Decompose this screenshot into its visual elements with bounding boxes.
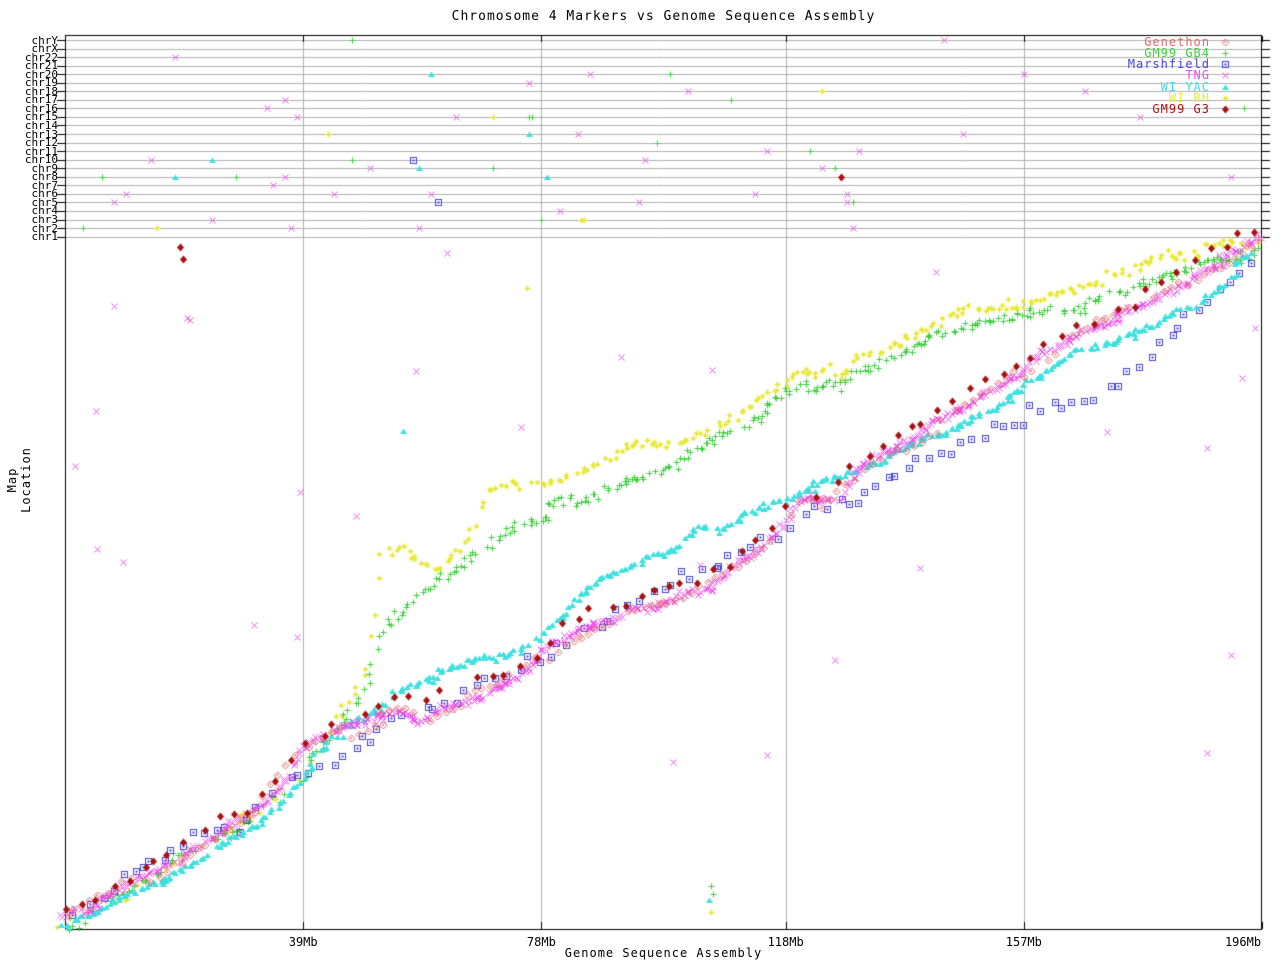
chrom-label: chrY bbox=[31, 33, 59, 47]
x-marker-icon bbox=[1218, 69, 1232, 82]
square-dot-marker-icon bbox=[1218, 58, 1232, 71]
legend-label: GM99 G3 bbox=[1152, 102, 1210, 117]
legend-label: WI YAC bbox=[1160, 79, 1210, 94]
chrom-label: chr22 bbox=[24, 50, 58, 64]
chrom-label: chr19 bbox=[24, 76, 58, 90]
legend-item-gm99-g3: GM99 G3 bbox=[1050, 102, 1232, 117]
x-tick-label: 39Mb bbox=[288, 935, 318, 949]
x-axis-label: Genome Sequence Assembly bbox=[564, 946, 763, 960]
chrom-label: chr20 bbox=[24, 67, 58, 81]
x-tick-label: 157Mb bbox=[1005, 935, 1042, 949]
legend-label: TNG bbox=[1185, 68, 1210, 83]
chrom-label: chr17 bbox=[24, 93, 58, 107]
plus-marker-icon bbox=[1218, 46, 1232, 59]
chrom-label: chr8 bbox=[31, 170, 59, 184]
chrom-label: chr18 bbox=[24, 84, 58, 98]
diamond-marker-icon bbox=[1218, 103, 1232, 116]
chrom-label: chr4 bbox=[31, 204, 59, 218]
chrom-label: chr3 bbox=[31, 213, 59, 226]
chrom-label: chr13 bbox=[24, 127, 58, 141]
y-axis-label: Map Location bbox=[5, 447, 33, 513]
x-tick-label: 196Mb bbox=[1224, 935, 1262, 949]
chrom-label: chrX bbox=[31, 42, 59, 56]
legend-label: Marshfield bbox=[1127, 57, 1210, 72]
chrom-label: chr1 bbox=[31, 230, 59, 244]
chrom-label: chr21 bbox=[24, 59, 58, 73]
chrom-label: chr7 bbox=[31, 178, 59, 192]
chrom-label: chr16 bbox=[24, 101, 58, 115]
triangle-marker-icon bbox=[1218, 80, 1232, 93]
legend-label: Genethon bbox=[1144, 34, 1210, 49]
legend-item-tng: TNG bbox=[1050, 68, 1232, 83]
chrom-label: chr15 bbox=[24, 110, 58, 124]
chrom-label: chr10 bbox=[24, 153, 58, 167]
x-tick-label: 118Mb bbox=[767, 935, 804, 949]
asterisk-marker-icon bbox=[1218, 92, 1232, 104]
chrom-label: chr14 bbox=[24, 118, 58, 132]
chrom-label: chr9 bbox=[31, 161, 59, 175]
chrom-label: chr11 bbox=[24, 144, 58, 158]
chrom-label: chr12 bbox=[24, 136, 58, 150]
x-tick-label: 78Mb bbox=[526, 935, 556, 949]
chart-title: Chromosome 4 Markers vs Genome Sequence … bbox=[451, 9, 876, 24]
legend-item-genethon: Genethon bbox=[1050, 34, 1232, 49]
legend-item-wi-yac: WI YAC bbox=[1050, 79, 1232, 94]
legend-label: GM99 GB4 bbox=[1144, 45, 1210, 60]
chrom-label: chr2 bbox=[31, 221, 59, 235]
chrom-label: chr6 bbox=[31, 187, 59, 201]
legend-item-gm99-gb4: GM99 GB4 bbox=[1050, 45, 1232, 60]
legend-item-marshfield: Marshfield bbox=[1050, 57, 1232, 72]
chrom-label: chr5 bbox=[31, 195, 59, 209]
diamond-open-marker-icon bbox=[1218, 35, 1232, 48]
legend-label: WI RH bbox=[1168, 91, 1210, 105]
legend-item-wi-rh: WI RH bbox=[1050, 92, 1232, 104]
